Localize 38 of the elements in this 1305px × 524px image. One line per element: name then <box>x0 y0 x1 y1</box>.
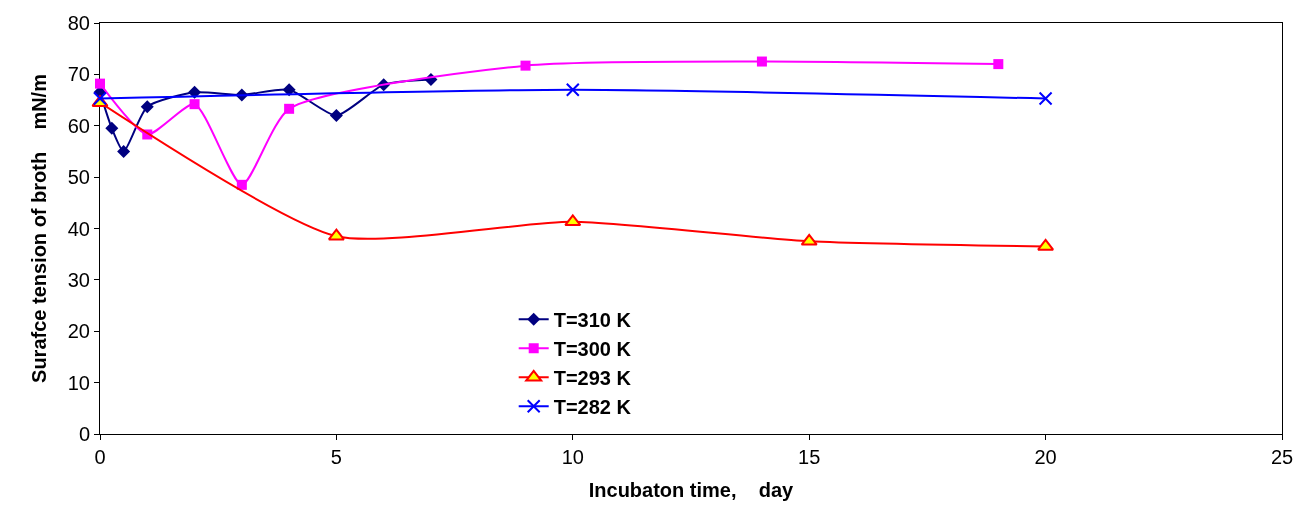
y-tick-label: 40 <box>67 217 90 240</box>
x-tick-label: 15 <box>798 446 821 468</box>
point <box>565 82 580 97</box>
point <box>520 60 531 71</box>
point <box>236 179 247 190</box>
y-tick-label: 50 <box>67 166 90 189</box>
point <box>140 100 154 114</box>
legend-label: T=310 K <box>553 309 632 332</box>
point <box>1037 238 1055 251</box>
x-tick-label: 25 <box>1270 446 1294 468</box>
x-tick-label: 20 <box>1034 446 1057 468</box>
y-tick-label: 80 <box>67 12 90 34</box>
y-tick-label: 20 <box>67 320 90 343</box>
y-tick-label: 60 <box>67 114 90 137</box>
x-tick-label: 10 <box>561 446 584 468</box>
legend-label: T=293 K <box>553 367 632 390</box>
y-tick-label: 70 <box>67 63 90 86</box>
y-axis-title: Surafce tension of broth mN/m <box>28 74 51 383</box>
y-tick-label: 0 <box>78 423 90 445</box>
point <box>327 228 345 241</box>
legend-label: T=300 K <box>553 338 632 361</box>
x-tick-label: 5 <box>330 446 342 468</box>
point <box>756 56 767 67</box>
x-axis-title: Incubaton time, day <box>588 478 795 501</box>
point <box>564 214 582 227</box>
point <box>329 108 343 122</box>
legend-label: T=282 K <box>553 396 632 419</box>
point <box>800 233 818 246</box>
point <box>105 121 119 135</box>
point <box>189 99 200 110</box>
y-tick-label: 10 <box>67 371 90 394</box>
x-tick-label: 0 <box>94 446 106 468</box>
point <box>1038 91 1053 106</box>
y-tick-label: 30 <box>67 268 90 291</box>
point <box>284 103 295 114</box>
point <box>993 59 1004 70</box>
point <box>117 144 131 158</box>
point <box>95 78 105 89</box>
